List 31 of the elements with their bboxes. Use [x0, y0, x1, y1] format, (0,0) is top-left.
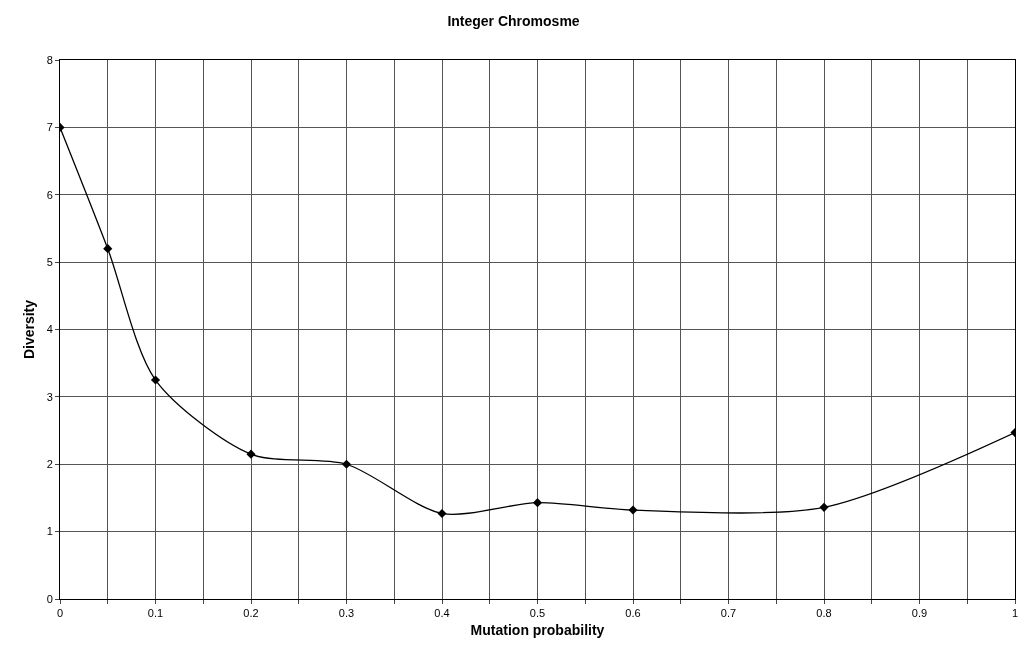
x-tick-label: 1: [1011, 607, 1019, 620]
point: [103, 244, 113, 254]
point: [819, 502, 829, 512]
y-tick-label: 0: [46, 592, 53, 605]
x-tick-label: 0.5: [529, 607, 546, 620]
point: [628, 505, 638, 515]
y-tick-label: 2: [46, 458, 53, 471]
point: [532, 498, 543, 508]
y-tick-label: 5: [46, 255, 53, 268]
x-axis-title: Mutation probability: [470, 621, 605, 638]
x-tick-label: 0.1: [147, 607, 164, 620]
y-tick-label: 8: [46, 53, 53, 66]
y-tick-label: 1: [46, 525, 53, 538]
point: [150, 375, 161, 385]
y-tick-label: 6: [46, 188, 53, 201]
x-tick-label: 0.2: [243, 607, 259, 620]
y-tick-label: 3: [46, 390, 53, 403]
x-tick-label: 0.8: [816, 607, 832, 620]
x-tick-label: 0.3: [338, 607, 355, 620]
y-tick-label: 7: [46, 121, 53, 134]
x-tick-label: 0.6: [625, 607, 641, 620]
chart-title: Integer Chromosme: [447, 13, 580, 30]
x-tick-label: 0.9: [911, 607, 928, 620]
x-tick-label: 0.4: [434, 607, 450, 620]
point: [341, 459, 352, 469]
point: [246, 449, 256, 459]
point: [437, 508, 447, 518]
x-tick-label: 0.7: [720, 607, 737, 620]
y-tick-label: 4: [46, 323, 53, 336]
y-axis-title: Diversity: [21, 299, 38, 360]
x-tick-label: 0: [56, 607, 64, 620]
